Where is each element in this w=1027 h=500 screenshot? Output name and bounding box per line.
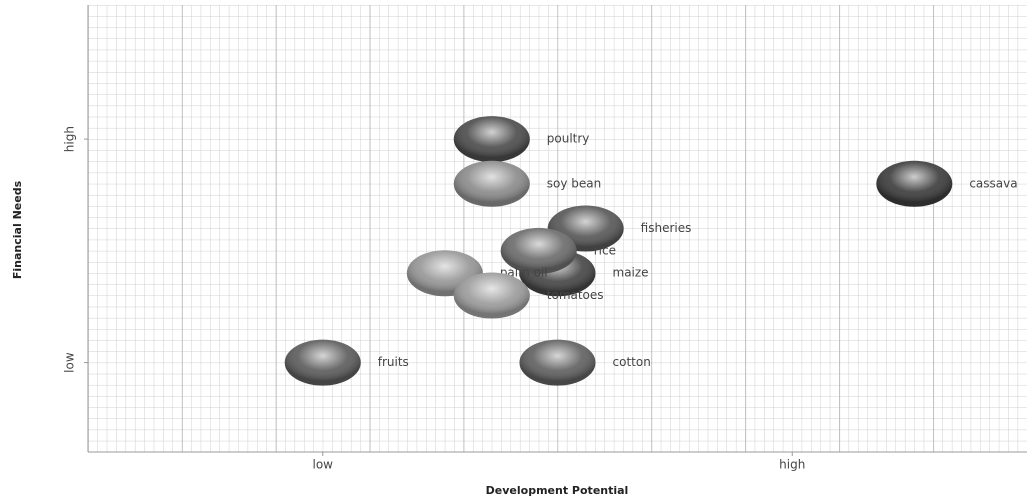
bubble-shine (876, 160, 953, 207)
y-axis-title: Financial Needs (11, 180, 24, 279)
point-label: maize (613, 266, 649, 280)
point-label: fruits (378, 355, 409, 369)
point-label: soy bean (547, 176, 601, 190)
y-tick-label: high (63, 126, 77, 152)
point-label: poultry (547, 132, 590, 146)
bubble-shine (453, 272, 530, 319)
x-tick-label: low (313, 458, 334, 472)
bubble-shine (500, 227, 577, 274)
point-label: fisheries (641, 221, 692, 235)
bubble-shine (519, 339, 596, 386)
bubble-shine (453, 116, 530, 163)
point-label: rice (594, 243, 616, 257)
x-axis-title: Development Potential (486, 484, 629, 497)
point-label: cotton (613, 355, 651, 369)
bubble-shine (453, 160, 530, 207)
point-label: tomatoes (547, 288, 604, 302)
y-tick-label: low (63, 352, 77, 373)
bubble-shine (284, 339, 361, 386)
x-tick-label: high (779, 458, 805, 472)
point-label: cassava (969, 176, 1017, 190)
